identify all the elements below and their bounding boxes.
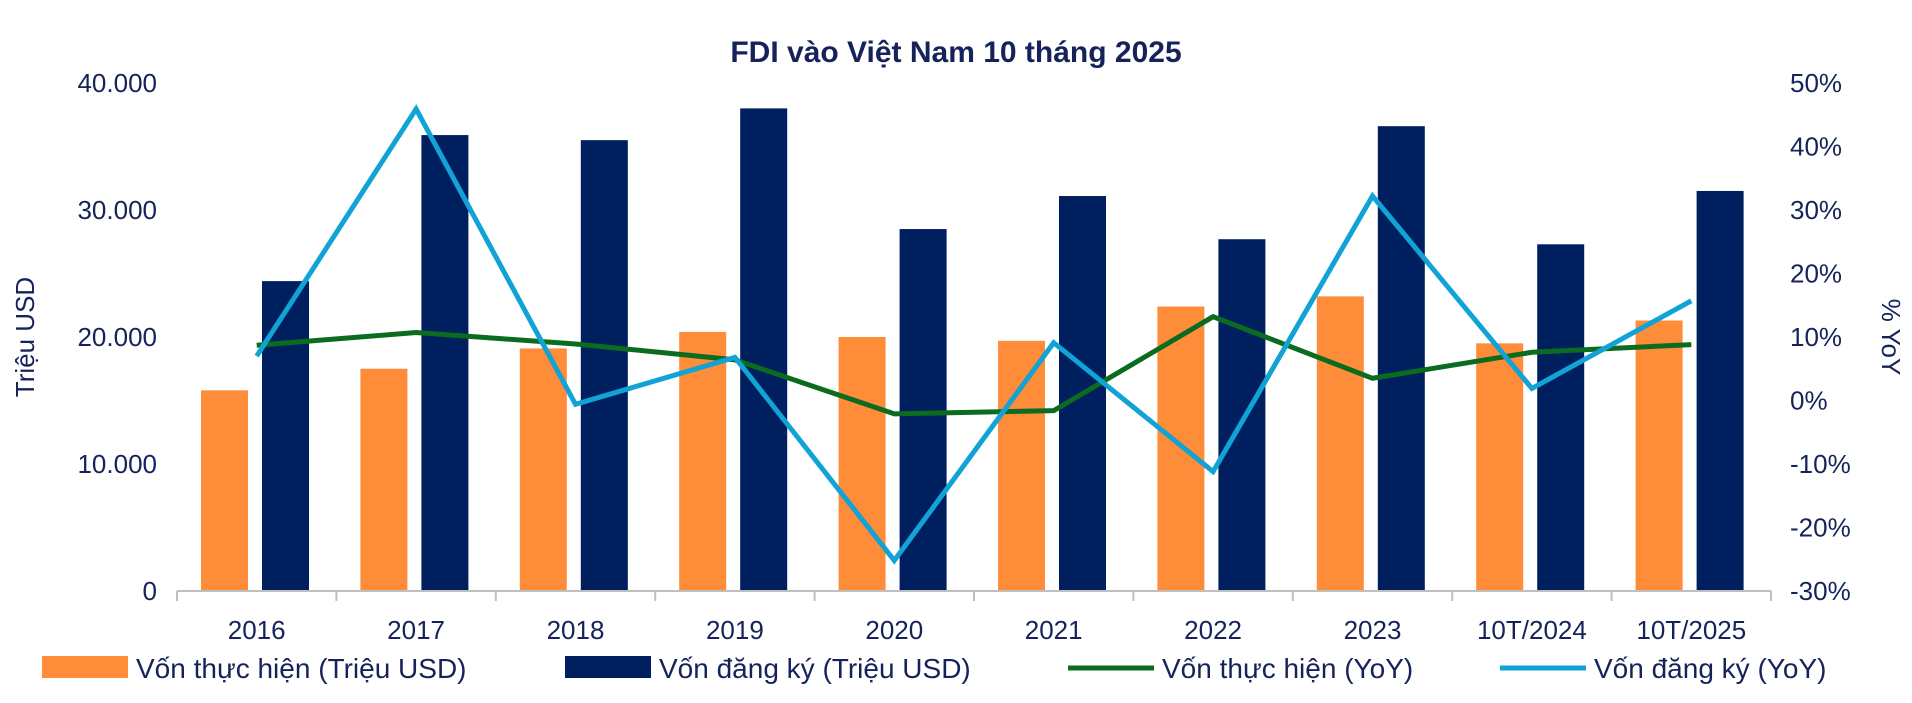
line-series-2 [256,313,1692,417]
bar-von-thuc-hien [519,348,567,591]
y2-tick-label: 20% [1790,259,1842,289]
bar-von-thuc-hien [360,368,408,591]
bar-von-dang-ky [262,281,309,591]
chart-title: FDI vào Việt Nam 10 tháng 2025 [730,36,1181,69]
x-tick-label: 2019 [706,615,764,645]
y-tick-label: 0 [143,576,157,606]
bar-von-thuc-hien [1476,343,1524,591]
y2-tick-label: 50% [1790,68,1842,98]
bar-von-dang-ky [899,229,947,592]
bar-von-dang-ky [421,135,469,591]
y-tick-label: 10.000 [77,449,157,479]
x-tick-label: 2020 [865,615,923,645]
bar-von-dang-ky [740,108,788,592]
y2-tick-label: -20% [1790,513,1851,543]
x-tick-label: 2023 [1344,615,1402,645]
legend-label: Vốn đăng ký (Triệu USD) [659,653,971,684]
y-axis-label: Triệu USD [10,277,40,397]
bar-von-dang-ky [580,140,628,591]
x-tick-label: 2021 [1025,615,1083,645]
bar-von-thuc-hien [998,340,1045,591]
x-tick-label: 10T/2025 [1636,615,1746,645]
y-tick-label: 30.000 [77,195,157,225]
y-tick-label: 20.000 [77,322,157,352]
bar-von-dang-ky [1537,244,1585,592]
x-tick-label: 2017 [387,615,445,645]
y2-tick-label: 40% [1790,132,1842,162]
legend-label: Vốn thực hiện (YoY) [1162,653,1413,684]
y2-tick-label: -30% [1790,576,1851,606]
bar-von-thuc-hien [201,390,248,591]
x-tick-label: 2016 [228,615,286,645]
bar-von-thuc-hien [1635,320,1683,591]
y2-tick-label: -10% [1790,449,1851,479]
y2-axis-label: % YoY [1876,299,1906,376]
bar-von-thuc-hien [679,331,727,591]
x-tick-label: 2018 [547,615,605,645]
bar-von-dang-ky [1377,126,1425,592]
y-tick-label: 40.000 [77,68,157,98]
x-tick-label: 10T/2024 [1477,615,1587,645]
legend-label: Vốn thực hiện (Triệu USD) [136,653,467,684]
legend-swatch [565,656,651,678]
x-tick-label: 2022 [1184,615,1242,645]
legend-label: Vốn đăng ký (YoY) [1594,653,1826,684]
bar-von-thuc-hien [838,337,886,591]
legend-swatch [42,656,128,678]
bar-von-dang-ky [1696,190,1744,591]
y2-tick-label: 10% [1790,322,1842,352]
y2-tick-label: 30% [1790,195,1842,225]
bar-von-dang-ky [1218,239,1266,591]
y2-tick-label: 0% [1790,386,1828,416]
bar-von-thuc-hien [1316,296,1364,591]
line-series-3 [254,104,1693,565]
